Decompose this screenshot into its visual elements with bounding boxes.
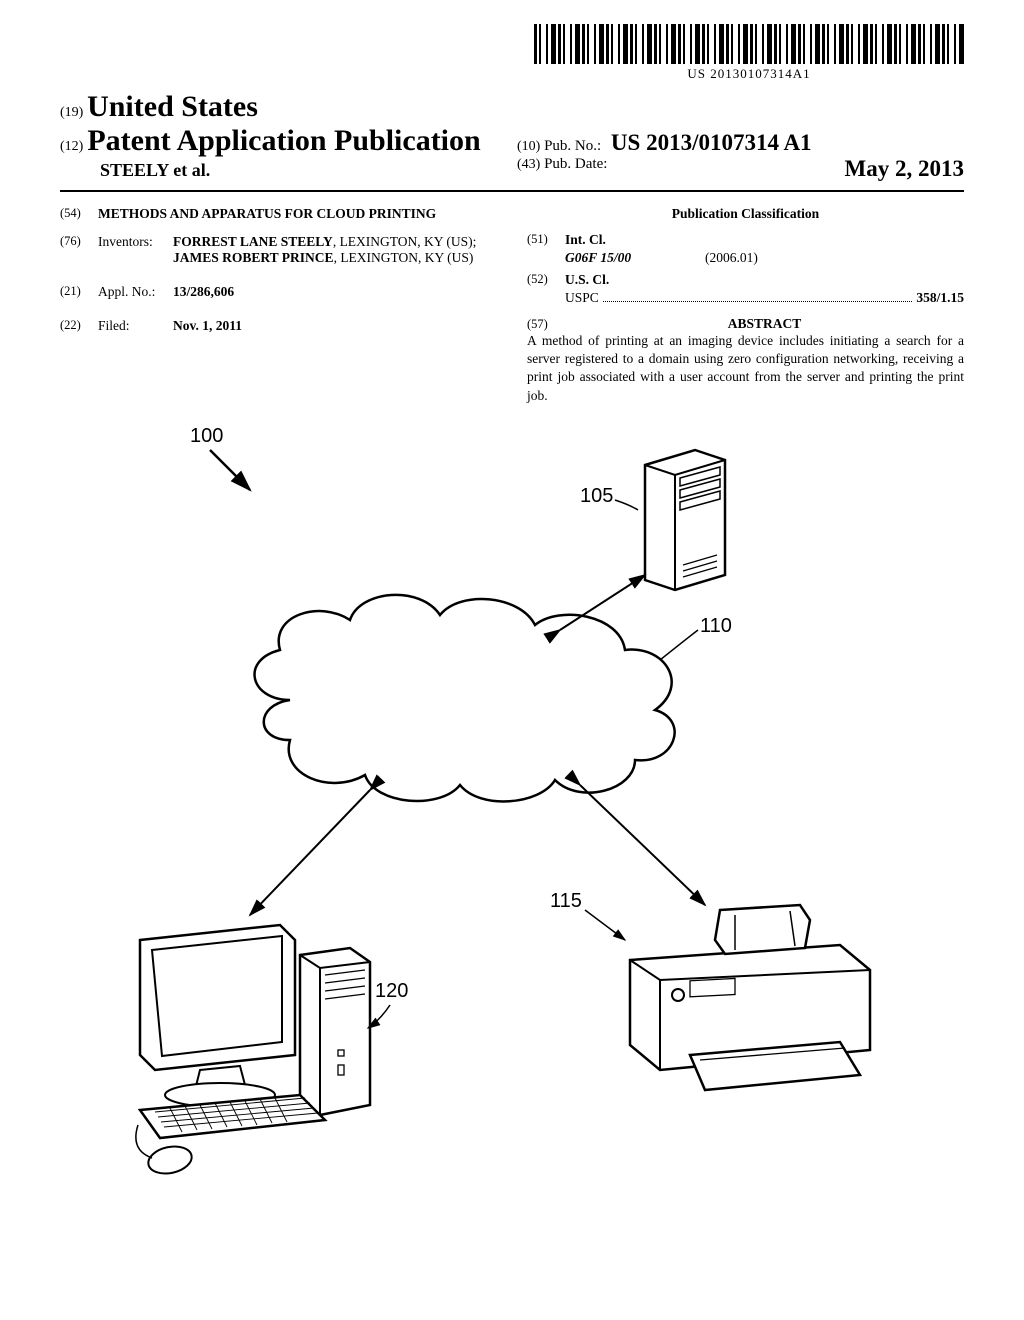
country-code: (19) (60, 105, 83, 120)
filed-label: Filed: (98, 318, 173, 334)
abstract-code: (57) (527, 317, 565, 332)
applno-code: (21) (60, 284, 98, 300)
authors-line: STEELY et al. (60, 160, 507, 181)
filed-value-text: Nov. 1, 2011 (173, 318, 242, 333)
uspc-prefix: USPC (565, 290, 599, 306)
pubno-value: US 2013/0107314 A1 (611, 130, 812, 155)
pubno-line: (10) Pub. No.: US 2013/0107314 A1 (517, 130, 964, 156)
country-line: (19) United States (60, 90, 964, 124)
filed-value: Nov. 1, 2011 (173, 318, 497, 334)
pubdate-value: May 2, 2013 (845, 156, 964, 182)
applno-value: 13/286,606 (173, 284, 497, 300)
uscl-row: (52) U.S. Cl. (527, 272, 964, 288)
intcl-symbol: G06F 15/00 (565, 250, 705, 266)
barcode-text: US 20130107314A1 (534, 66, 964, 82)
abstract-text: A method of printing at an imaging devic… (527, 332, 964, 405)
intcl-label: Int. Cl. (565, 232, 606, 248)
invention-title: METHODS AND APPARATUS FOR CLOUD PRINTING (98, 206, 436, 222)
applno-label: Appl. No.: (98, 284, 173, 300)
figure-svg (90, 420, 930, 1180)
filed-code: (22) (60, 318, 98, 334)
intcl-date: (2006.01) (705, 250, 758, 266)
inventor-1-name: FORREST LANE STEELY (173, 234, 333, 249)
ref-label-110: 110 (700, 615, 732, 638)
figure-1: 100 105 110 115 120 (90, 420, 930, 1180)
uscl-code: (52) (527, 272, 565, 288)
dot-leader (603, 301, 913, 302)
inventors-value: FORREST LANE STEELY, LEXINGTON, KY (US);… (173, 234, 497, 266)
uscl-label-text: U.S. Cl. (565, 272, 609, 287)
intcl-value-row: G06F 15/00 (2006.01) (527, 250, 964, 266)
pubdate-code: (43) (517, 157, 540, 172)
inventor-2-name: JAMES ROBERT PRINCE (173, 250, 334, 265)
barcode-block: US 20130107314A1 (534, 24, 964, 82)
filed-row: (22) Filed: Nov. 1, 2011 (60, 318, 497, 334)
intcl-code: (51) (527, 232, 565, 248)
header-divider (60, 190, 964, 192)
uspc-value-row: USPC 358/1.15 (527, 290, 964, 306)
right-column: Publication Classification (51) Int. Cl.… (527, 206, 964, 405)
ref-label-120: 120 (375, 980, 408, 1003)
country-name: United States (87, 90, 258, 123)
left-column: (54) METHODS AND APPARATUS FOR CLOUD PRI… (60, 206, 497, 405)
title-code: (54) (60, 206, 98, 222)
pubno-code: (10) (517, 139, 540, 154)
ref-label-115: 115 (550, 890, 582, 913)
intcl-label-text: Int. Cl. (565, 232, 606, 247)
doc-type-line: (12) Patent Application Publication (60, 124, 507, 158)
ref-label-105: 105 (580, 485, 613, 508)
patent-page: US 20130107314A1 (19) United States (12)… (0, 0, 1024, 1320)
uspc-value: 358/1.15 (916, 290, 964, 306)
ref-label-100: 100 (190, 425, 223, 448)
classification-header: Publication Classification (527, 206, 964, 222)
bibliographic-columns: (54) METHODS AND APPARATUS FOR CLOUD PRI… (60, 206, 964, 405)
title-row: (54) METHODS AND APPARATUS FOR CLOUD PRI… (60, 206, 497, 222)
applno-row: (21) Appl. No.: 13/286,606 (60, 284, 497, 300)
intcl-row: (51) Int. Cl. (527, 232, 964, 248)
printer-icon (630, 905, 870, 1090)
server-icon (645, 450, 725, 590)
doc-type: Patent Application Publication (87, 124, 480, 157)
pubno-label: Pub. No.: (544, 138, 601, 154)
abstract-label: ABSTRACT (565, 316, 964, 332)
intcl-symbol-text: G06F 15/00 (565, 250, 631, 265)
abstract-header-row: (57) ABSTRACT (527, 316, 964, 332)
barcode-graphic (534, 24, 964, 64)
inventors-code: (76) (60, 234, 98, 266)
inventors-label: Inventors: (98, 234, 173, 266)
uscl-label: U.S. Cl. (565, 272, 609, 288)
doc-type-code: (12) (60, 139, 83, 154)
pubdate-line: (43) Pub. Date: May 2, 2013 (517, 156, 964, 182)
pubdate-label: Pub. Date: (544, 156, 607, 172)
header: (19) United States (12) Patent Applicati… (60, 90, 964, 182)
applno-value-text: 13/286,606 (173, 284, 234, 299)
inventors-row: (76) Inventors: FORREST LANE STEELY, LEX… (60, 234, 497, 266)
cloud-icon (255, 595, 675, 802)
computer-icon (136, 925, 370, 1177)
